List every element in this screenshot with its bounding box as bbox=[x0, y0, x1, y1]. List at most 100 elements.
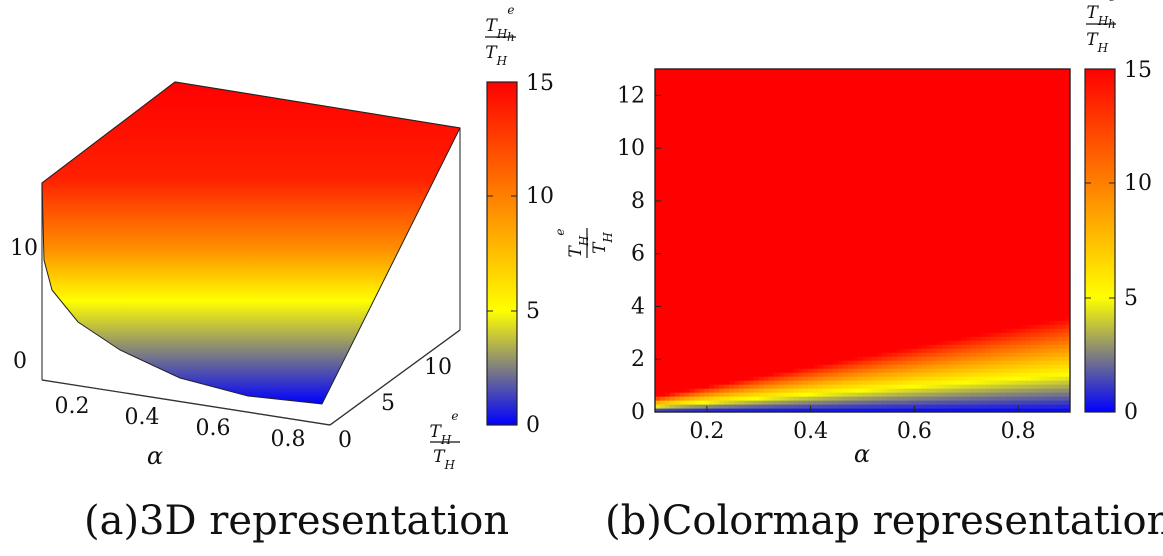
heatmap-cell bbox=[788, 356, 794, 361]
heatmap-cell bbox=[931, 376, 938, 381]
heatmap-cell bbox=[911, 188, 918, 194]
heatmap-cell bbox=[773, 260, 780, 266]
heatmap-cell bbox=[694, 400, 701, 405]
heatmap-cell bbox=[783, 356, 789, 361]
heatmap-cell bbox=[743, 372, 750, 377]
heatmap-cell bbox=[689, 104, 696, 110]
heatmap-cell bbox=[822, 240, 829, 246]
heatmap-cell bbox=[822, 204, 829, 210]
heatmap-cell bbox=[911, 360, 918, 365]
heatmap-cell bbox=[699, 292, 705, 297]
heatmap-cell bbox=[867, 312, 873, 317]
heatmap-cell bbox=[837, 132, 844, 138]
heatmap-cell bbox=[734, 144, 740, 150]
heatmap-cell bbox=[847, 308, 854, 313]
heatmap-cell bbox=[798, 272, 804, 277]
heatmap-cell bbox=[783, 132, 789, 138]
heatmap-cell bbox=[763, 252, 770, 258]
heatmap-cell bbox=[729, 316, 735, 321]
heatmap-cell bbox=[931, 268, 938, 274]
heatmap-cell bbox=[748, 212, 755, 218]
heatmap-cell bbox=[902, 176, 908, 182]
heatmap-cell bbox=[813, 136, 819, 142]
heatmap-cell bbox=[664, 308, 671, 313]
heatmap-cell bbox=[778, 360, 785, 365]
heatmap-cell bbox=[857, 92, 864, 98]
heatmap-cell bbox=[808, 300, 814, 305]
heatmap-cell bbox=[882, 112, 888, 118]
heatmap-cell bbox=[729, 312, 735, 317]
heatmap-cell bbox=[724, 376, 730, 381]
heatmap-cell bbox=[857, 344, 864, 349]
heatmap-cell bbox=[768, 404, 775, 409]
heatmap-cell bbox=[872, 248, 878, 254]
heatmap-cell bbox=[684, 400, 691, 405]
heatmap-cell bbox=[734, 116, 740, 122]
heatmap-cell bbox=[783, 300, 789, 305]
heatmap-cell bbox=[936, 384, 943, 389]
heatmap-cell bbox=[753, 84, 760, 90]
heatmap-cell bbox=[906, 288, 913, 293]
heatmap-cell bbox=[783, 184, 789, 190]
heatmap-cell bbox=[659, 352, 666, 357]
heatmap-cell bbox=[763, 392, 770, 397]
heatmap-cell bbox=[867, 268, 873, 274]
heatmap-cell bbox=[808, 69, 814, 74]
heatmap-cell bbox=[763, 352, 770, 357]
heatmap-cell bbox=[862, 328, 869, 333]
heatmap-cell bbox=[818, 96, 824, 102]
heatmap-cell bbox=[832, 316, 839, 321]
heatmap-cell bbox=[837, 88, 844, 94]
heatmap-cell bbox=[704, 356, 710, 361]
heatmap-cell bbox=[709, 260, 715, 266]
heatmap-cell bbox=[837, 164, 844, 170]
heatmap-cell bbox=[748, 220, 755, 226]
heatmap-cell bbox=[684, 104, 691, 110]
heatmap-cell bbox=[669, 340, 676, 345]
heatmap-cell bbox=[857, 240, 864, 246]
heatmap-cell bbox=[729, 320, 735, 325]
heatmap-cell bbox=[897, 152, 903, 158]
heatmap-cell bbox=[664, 140, 671, 146]
heatmap-cell bbox=[906, 280, 913, 285]
heatmap-cell bbox=[704, 284, 710, 289]
heatmap-cell bbox=[724, 176, 730, 182]
heatmap-cell bbox=[669, 304, 676, 309]
heatmap-cell bbox=[719, 80, 725, 86]
heatmap-cell bbox=[783, 104, 789, 110]
heatmap-cell bbox=[872, 280, 878, 285]
heatmap-cell bbox=[798, 184, 804, 190]
heatmap-cell bbox=[674, 380, 681, 385]
heatmap-cell bbox=[837, 336, 844, 341]
heatmap-cell bbox=[783, 292, 789, 297]
heatmap-cell bbox=[882, 140, 888, 146]
heatmap-cell bbox=[699, 84, 705, 90]
heatmap-cell bbox=[729, 372, 735, 377]
heatmap-cell bbox=[729, 200, 735, 206]
heatmap-cell bbox=[832, 224, 839, 230]
heatmap-cell bbox=[931, 72, 938, 78]
heatmap-cell bbox=[778, 392, 785, 397]
heatmap-cell bbox=[877, 316, 883, 321]
heatmap-cell bbox=[763, 188, 770, 194]
heatmap-cell bbox=[827, 400, 834, 405]
panel-3d: 0 10 0.2 0.4 0.6 0.8 α 0 5 10 THe TH 0 bbox=[10, 3, 554, 472]
heatmap-cell bbox=[778, 236, 785, 242]
heatmap-cell bbox=[684, 368, 691, 373]
heatmap-cell bbox=[684, 264, 691, 270]
heatmap-cell bbox=[783, 69, 789, 74]
heatmap-cell bbox=[872, 272, 878, 277]
heatmap-cell bbox=[872, 304, 878, 309]
heatmap-cell bbox=[887, 260, 893, 266]
heatmap-cell bbox=[857, 324, 864, 329]
heatmap-cell bbox=[902, 392, 908, 397]
heatmap-cell bbox=[793, 400, 799, 405]
heatmap-cell bbox=[827, 212, 834, 218]
heatmap-cell bbox=[827, 408, 834, 412]
heatmap-cell bbox=[936, 176, 943, 182]
heatmap-cell bbox=[763, 336, 770, 341]
heatmap-cell bbox=[664, 316, 671, 321]
heatmap-cell bbox=[719, 376, 725, 381]
heatmap-cell bbox=[897, 328, 903, 333]
heatmap-cell bbox=[694, 392, 701, 397]
